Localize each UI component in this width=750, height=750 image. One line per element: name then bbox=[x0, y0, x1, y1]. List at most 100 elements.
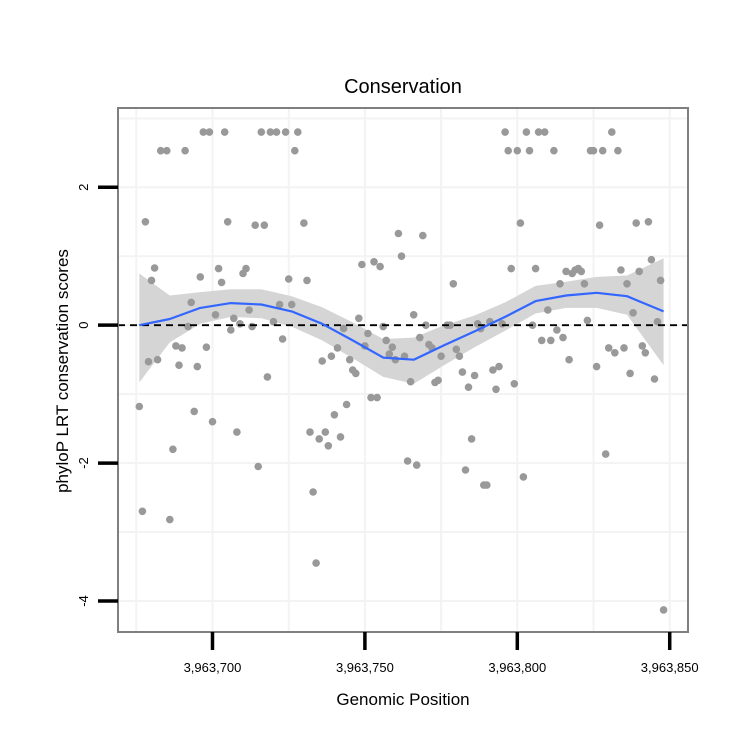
data-point bbox=[312, 559, 320, 567]
data-point bbox=[287, 300, 296, 309]
data-point bbox=[260, 221, 269, 229]
data-point bbox=[172, 342, 180, 350]
data-point bbox=[522, 128, 531, 136]
confidence-band bbox=[139, 258, 664, 384]
data-point bbox=[516, 219, 525, 227]
confidence-band-layer bbox=[139, 258, 664, 384]
data-point bbox=[156, 146, 165, 155]
data-point bbox=[153, 355, 162, 364]
data-point bbox=[559, 333, 567, 342]
data-point bbox=[531, 264, 540, 273]
data-point bbox=[556, 280, 564, 288]
data-point bbox=[434, 376, 442, 385]
x-tick-label: 3,963,850 bbox=[641, 660, 699, 675]
data-point bbox=[208, 417, 217, 426]
data-point bbox=[504, 146, 512, 155]
data-point bbox=[345, 355, 354, 364]
data-point bbox=[367, 393, 375, 402]
data-point bbox=[394, 229, 403, 238]
data-point bbox=[306, 428, 314, 436]
data-point bbox=[284, 275, 293, 283]
data-point bbox=[565, 355, 573, 364]
data-point bbox=[656, 276, 665, 285]
data-point bbox=[163, 146, 171, 155]
data-point bbox=[303, 276, 311, 285]
data-point bbox=[135, 402, 144, 411]
y-axis-label: phyloP LRT conservation scores bbox=[53, 249, 72, 493]
data-point bbox=[257, 128, 266, 136]
data-point bbox=[635, 267, 643, 276]
data-point bbox=[592, 362, 601, 371]
data-point bbox=[464, 383, 473, 392]
data-point bbox=[233, 428, 241, 436]
data-point bbox=[190, 407, 198, 416]
data-point bbox=[300, 219, 308, 227]
data-point bbox=[169, 445, 177, 454]
data-point bbox=[358, 260, 366, 269]
data-point bbox=[187, 298, 195, 307]
smooth-line-layer bbox=[118, 291, 688, 361]
data-point bbox=[364, 329, 372, 338]
data-point bbox=[309, 488, 317, 496]
x-axis-label: Genomic Position bbox=[336, 690, 469, 709]
data-point bbox=[437, 352, 445, 361]
data-point bbox=[217, 278, 226, 287]
data-point bbox=[449, 280, 458, 288]
data-point bbox=[638, 342, 647, 350]
x-tick-label: 3,963,750 bbox=[336, 660, 394, 675]
data-point bbox=[205, 128, 214, 136]
data-point bbox=[416, 333, 424, 342]
data-point bbox=[650, 375, 659, 383]
x-tick-label: 3,963,800 bbox=[488, 660, 546, 675]
data-point bbox=[397, 252, 406, 260]
data-point bbox=[272, 128, 281, 136]
data-point bbox=[583, 316, 592, 325]
data-point bbox=[251, 221, 259, 229]
data-point bbox=[492, 385, 500, 394]
data-point bbox=[382, 336, 391, 345]
data-point bbox=[336, 433, 345, 441]
data-point bbox=[598, 146, 607, 155]
data-point bbox=[537, 336, 546, 345]
data-point bbox=[178, 344, 186, 352]
data-point bbox=[623, 280, 631, 288]
data-point bbox=[547, 336, 555, 345]
data-point bbox=[461, 466, 470, 474]
data-point bbox=[403, 457, 412, 465]
data-point bbox=[601, 450, 610, 458]
smooth-fit-line bbox=[139, 291, 665, 361]
data-point bbox=[269, 317, 278, 326]
data-point bbox=[419, 231, 427, 240]
data-point bbox=[220, 128, 229, 136]
data-point bbox=[544, 306, 552, 314]
data-point bbox=[248, 322, 256, 331]
data-point bbox=[166, 515, 174, 524]
data-point bbox=[184, 322, 192, 331]
data-point bbox=[422, 321, 430, 330]
data-point bbox=[611, 349, 619, 357]
data-point bbox=[254, 462, 262, 471]
data-point bbox=[540, 128, 549, 136]
data-point bbox=[498, 320, 506, 328]
data-point bbox=[519, 473, 528, 481]
data-point bbox=[245, 306, 253, 314]
data-point bbox=[352, 369, 360, 378]
data-point bbox=[553, 326, 561, 334]
data-point bbox=[608, 128, 616, 136]
data-point bbox=[196, 273, 205, 281]
data-point bbox=[653, 317, 662, 326]
data-point bbox=[446, 321, 455, 330]
data-point bbox=[281, 128, 290, 136]
data-point bbox=[211, 311, 220, 319]
data-point bbox=[641, 349, 650, 357]
plot-frame-layer bbox=[117, 107, 689, 633]
data-point bbox=[223, 218, 232, 226]
data-point bbox=[242, 264, 250, 273]
data-point bbox=[455, 352, 464, 361]
y-tick-label: 2 bbox=[76, 184, 91, 191]
data-point bbox=[483, 481, 491, 489]
data-point bbox=[275, 300, 284, 309]
data-point bbox=[659, 606, 668, 614]
data-point bbox=[294, 128, 302, 136]
data-point bbox=[379, 322, 388, 331]
